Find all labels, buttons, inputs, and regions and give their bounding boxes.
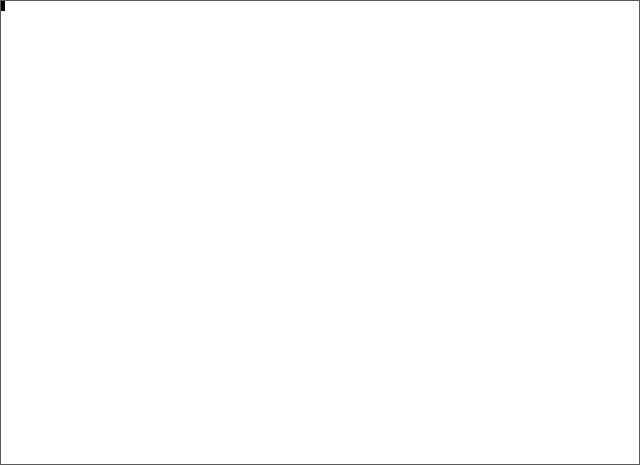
price-axis[interactable] [598,1,639,447]
current-price-tag [1,1,5,11]
time-axis[interactable] [1,447,639,464]
